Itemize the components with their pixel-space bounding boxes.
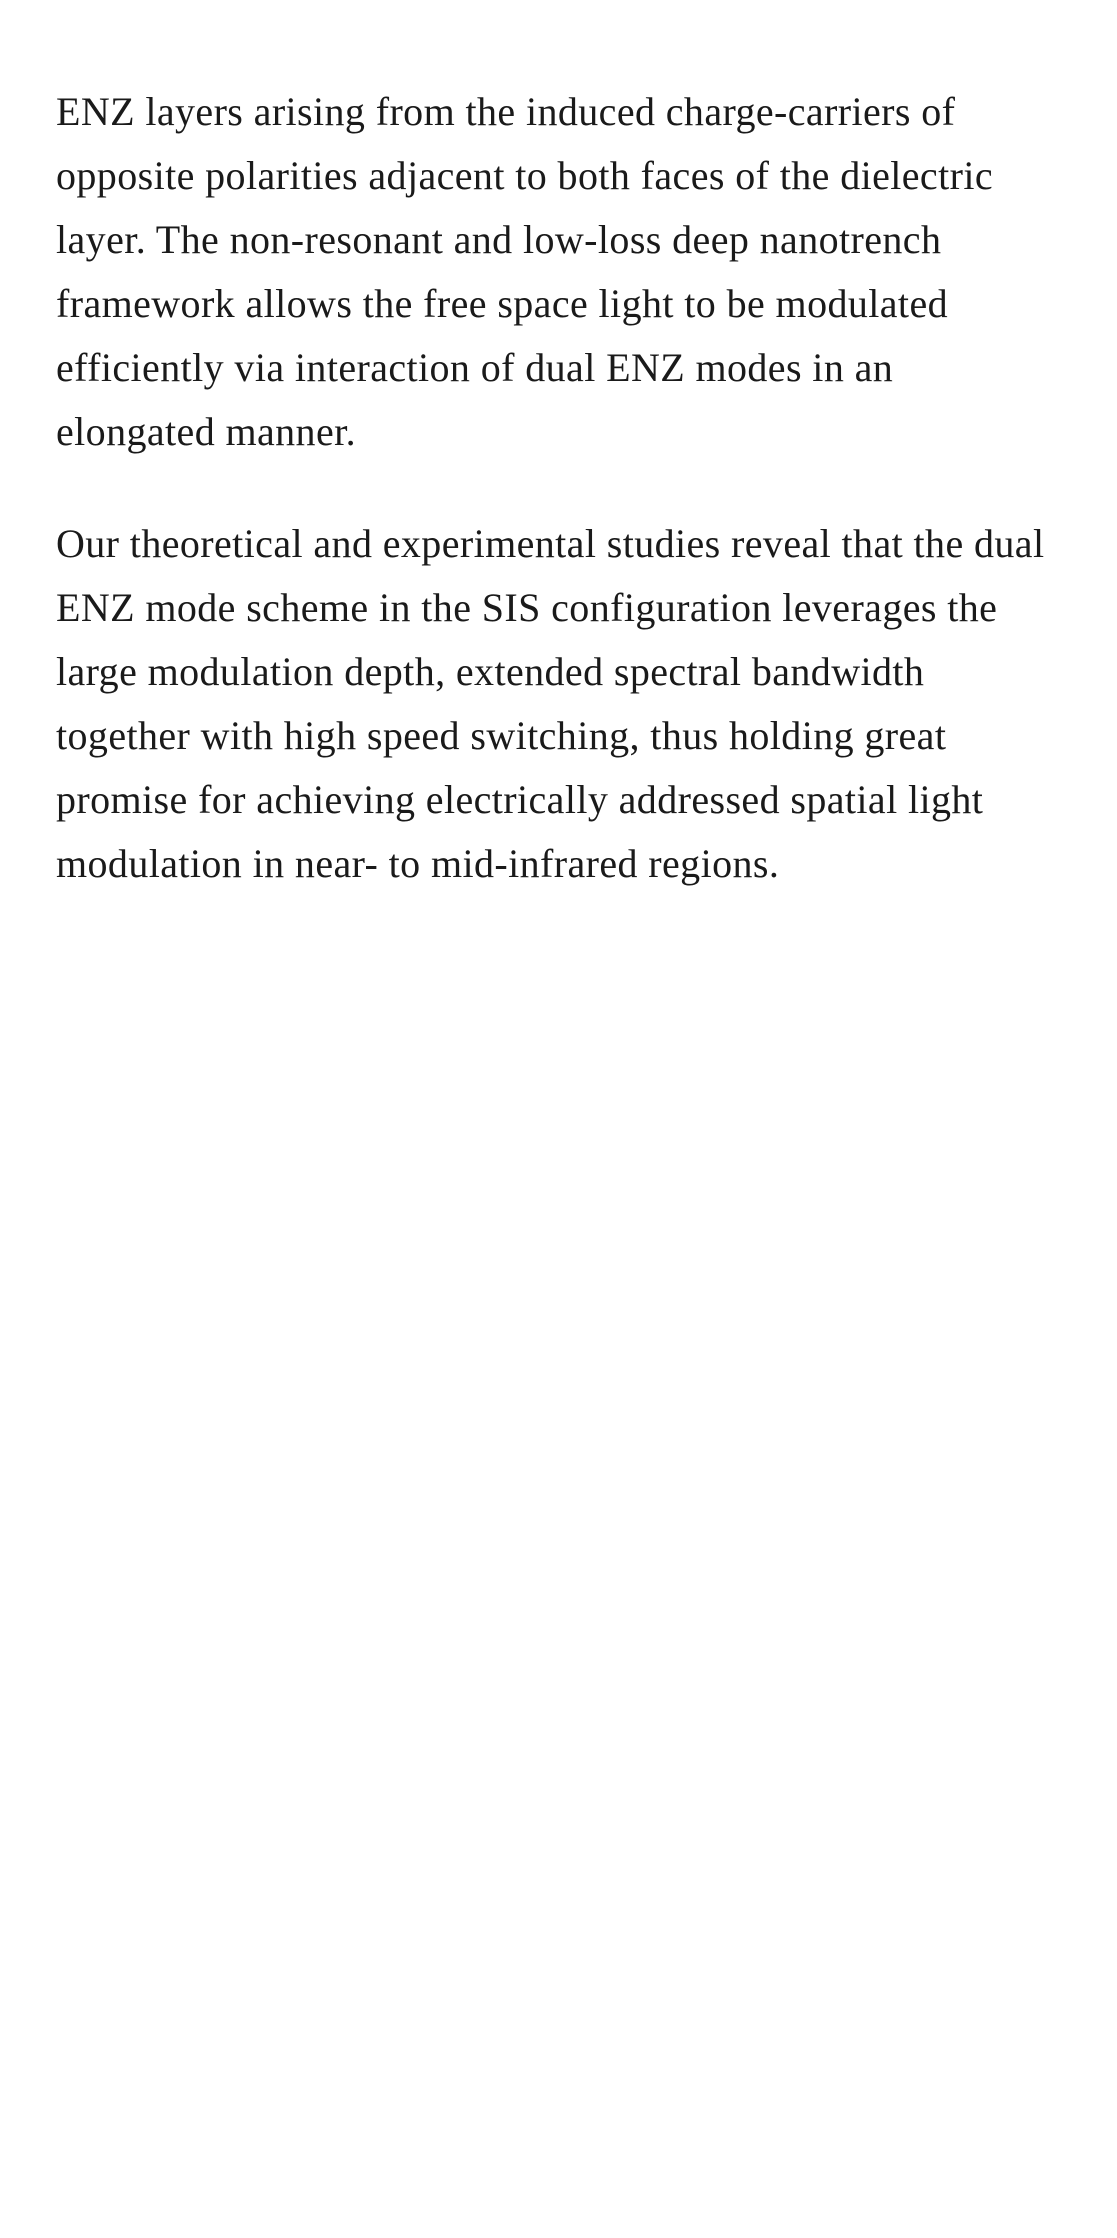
paragraph-1: ENZ layers arising from the induced char… <box>56 80 1061 464</box>
document-body: ENZ layers arising from the induced char… <box>56 80 1061 896</box>
paragraph-2: Our theoretical and experimental studies… <box>56 512 1061 896</box>
